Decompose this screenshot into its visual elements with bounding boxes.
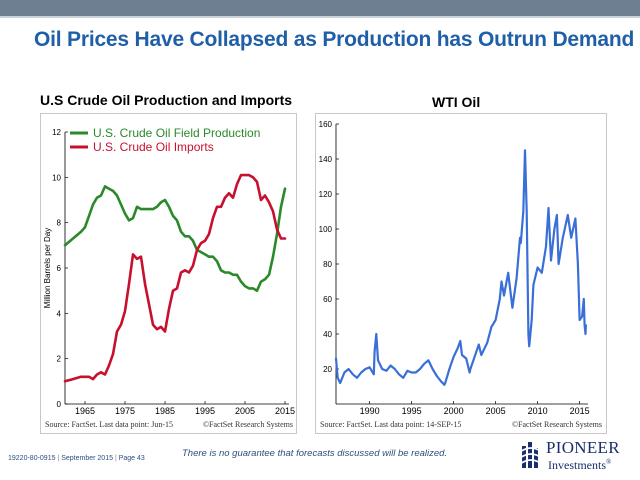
y-tick-label: 4 — [57, 309, 62, 318]
top-bar — [0, 0, 640, 16]
y-tick-label: 60 — [323, 295, 332, 304]
wti-oil-chart: 20 40 60 80 100 120 140 160 1990 1995 2000 2005 2010… — [319, 120, 602, 429]
production-chart-panel: 0 2 4 6 8 10 12 1965 1975 1985 1995 2005 2015 Source:… — [40, 113, 297, 434]
logo-name: PIONEER — [546, 438, 620, 457]
x-tick-label: 1985 — [155, 406, 175, 416]
production-imports-chart: 0 2 4 6 8 10 12 1965 1975 1985 1995 2005 2015 Source:… — [43, 126, 295, 429]
pioneer-logo: PIONEER Investments® — [520, 438, 632, 474]
y-tick-label: 80 — [323, 260, 332, 269]
x-tick-label: 1995 — [402, 406, 422, 416]
y-tick-label: 140 — [319, 155, 333, 164]
legend-label-1: U.S. Crude Oil Field Production — [93, 126, 260, 140]
top-bar-divider — [0, 16, 640, 18]
y-tick-label: 12 — [52, 128, 61, 137]
chart-copyright: ©FactSet Research Systems — [203, 420, 293, 429]
series-line-2 — [63, 173, 287, 383]
logo-subtitle: Investments® — [548, 458, 611, 473]
y-tick-label: 6 — [57, 264, 62, 273]
logo-subtitle-text: Investments — [548, 458, 606, 472]
y-tick-label: 160 — [319, 120, 333, 129]
footer-page: Page 43 — [118, 455, 145, 462]
y-tick-label: 0 — [57, 400, 62, 409]
x-tick-label: 1975 — [115, 406, 135, 416]
series-line-1 — [63, 185, 287, 292]
y-tick-label: 2 — [57, 355, 62, 364]
footer-info: 19220-80-0915 | September 2015 | Page 43 — [8, 455, 145, 462]
y-tick-label: 10 — [52, 173, 61, 182]
y-tick-label: 100 — [319, 225, 333, 234]
disclaimer: There is no guarantee that forecasts dis… — [182, 448, 448, 459]
x-tick-label: 1965 — [75, 406, 95, 416]
x-tick-label: 1995 — [195, 406, 215, 416]
y-tick-label: 40 — [323, 330, 332, 339]
x-tick-label: 2015 — [570, 406, 590, 416]
series-line-1 — [334, 149, 587, 386]
pioneer-logo-icon — [520, 442, 542, 468]
x-tick-label: 1990 — [360, 406, 380, 416]
x-tick-label: 2015 — [275, 406, 295, 416]
y-tick-label: 120 — [319, 190, 333, 199]
footer-id: 19220-80-0915 — [8, 455, 56, 462]
slide-title: Oil Prices Have Collapsed as Production … — [34, 28, 635, 51]
x-tick-label: 2005 — [235, 406, 255, 416]
chart-copyright: ©FactSet Research Systems — [512, 420, 602, 429]
y-axis-label: Million Barrels per Day — [43, 228, 52, 308]
chart-source: Source: FactSet. Last data point: Jun-15 — [45, 420, 173, 429]
wti-chart-panel: 20 40 60 80 100 120 140 160 1990 1995 2000 2005 2010… — [315, 113, 607, 434]
x-tick-label: 2005 — [486, 406, 506, 416]
footer-date: September 2015 — [61, 455, 113, 462]
y-tick-label: 20 — [323, 365, 332, 374]
chart-source: Source: FactSet. Last data point: 14-SEP… — [320, 420, 461, 429]
x-tick-label: 2000 — [444, 406, 464, 416]
x-tick-label: 2010 — [528, 406, 548, 416]
y-tick-label: 8 — [57, 219, 62, 228]
chart-title-wti: WTI Oil — [432, 94, 481, 110]
chart-title-production: U.S Crude Oil Production and Imports — [40, 92, 293, 108]
legend-label-2: U.S. Crude Oil Imports — [93, 140, 214, 154]
logo-registered-mark: ® — [606, 458, 612, 466]
